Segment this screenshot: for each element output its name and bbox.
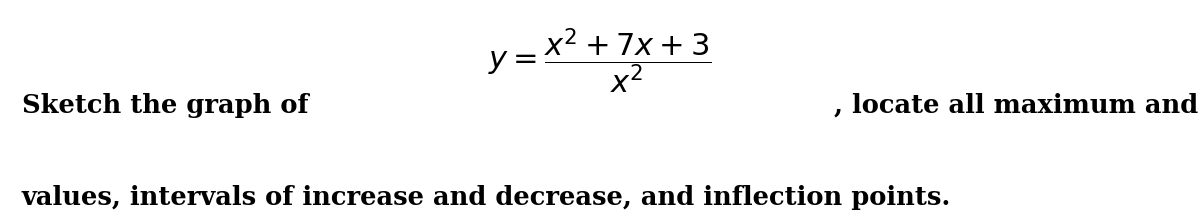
Text: Sketch the graph of: Sketch the graph of bbox=[22, 93, 308, 118]
Text: $y = \dfrac{x^2 + 7x + 3}{x^2}$: $y = \dfrac{x^2 + 7x + 3}{x^2}$ bbox=[488, 27, 712, 96]
Text: values, intervals of increase and decrease, and inflection points.: values, intervals of increase and decrea… bbox=[22, 185, 950, 210]
Text: , locate all maximum and minimum: , locate all maximum and minimum bbox=[834, 93, 1200, 118]
